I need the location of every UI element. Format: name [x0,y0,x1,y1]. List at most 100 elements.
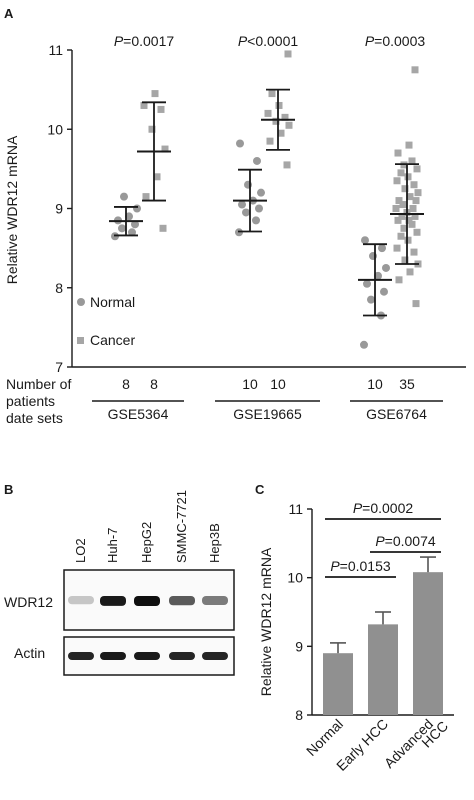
normal-data-point [382,263,390,272]
cancer-data-point [398,212,406,220]
normal-data-point [380,287,388,296]
cancer-data-point [408,220,416,228]
cancer-data-point [272,117,280,125]
legend-cancer-marker [77,337,84,344]
panel-a-label: A [4,6,14,21]
normal-data-point [125,212,133,221]
cancer-data-point [393,244,401,252]
cancer-data-point [285,121,293,129]
panel-c-y-tick-label: 9 [295,638,303,654]
patient-count-normal: 10 [367,376,383,392]
cancer-data-point [392,205,400,212]
cancer-data-point [397,169,405,177]
cancer-data-point [148,125,156,133]
panel-a-row-label: Number of patients date sets [6,376,71,426]
normal-data-point [367,295,375,304]
cancer-data-point [410,248,418,256]
panel-c-bar-chart: C Relative WDR12 mRNA 891011NormalEarly … [255,482,454,774]
panel-a-y-tick-label: 8 [55,280,63,296]
row-label-line-2: patients [6,393,55,409]
cancer-data-point [140,101,148,109]
cancer-data-point [411,66,419,74]
cancer-data-point [404,173,412,181]
wdr12-band [202,596,228,605]
panel-a-y-tick-label: 9 [55,201,63,217]
panel-a-scatter-chart: A Relative WDR12 mRNA Normal Cancer Numb… [4,6,466,426]
cancer-data-point [399,201,407,209]
lane-label: HepG2 [139,522,154,563]
wdr12-band [134,596,160,606]
panel-a-y-tick-label: 11 [48,42,63,58]
wdr12-band [68,596,94,605]
blot-row-label-actin: Actin [14,645,45,661]
dataset-name: GSE6764 [366,406,427,422]
panel-a-y-tick-label: 7 [55,359,63,375]
patient-count-cancer: 8 [150,376,158,392]
actin-band [202,652,228,660]
p-value-label: P=0.0017 [114,33,175,49]
legend-cancer-label: Cancer [90,332,135,348]
cancer-data-point [409,205,417,212]
cancer-data-point [412,197,420,205]
row-label-line-3: date sets [6,410,63,426]
actin-band [68,652,94,660]
cancer-data-point [151,90,159,98]
panel-a-legend: Normal Cancer [77,294,135,348]
panel-c-label: C [255,482,265,497]
blot-row-label-wdr12: WDR12 [4,594,53,610]
normal-data-point [238,200,246,209]
actin-band [169,652,195,660]
normal-data-point [252,216,260,225]
patient-count-normal: 10 [242,376,258,392]
cancer-data-point [395,197,403,205]
actin-band [134,652,160,660]
normal-data-point [253,156,261,165]
row-label-line-1: Number of [6,376,71,392]
cancer-data-point [277,129,285,137]
legend-normal-label: Normal [90,294,135,310]
cancer-data-point [413,228,421,236]
cancer-data-point [142,193,150,201]
cancer-data-point [412,300,420,308]
legend-normal-marker [77,298,85,306]
normal-data-point [128,228,136,237]
category-label: Normal [303,716,346,759]
cancer-data-point [397,232,405,240]
cancer-data-point [408,157,416,165]
bar [323,653,353,715]
cancer-data-point [414,189,422,197]
normal-data-point [120,192,128,201]
normal-data-point [374,271,382,280]
cancer-data-point [395,276,403,284]
normal-data-point [133,204,141,213]
normal-data-point [360,340,368,349]
cancer-data-point [161,145,169,153]
p-value-label: P=0.0074 [375,533,436,549]
panel-c-y-axis-title: Relative WDR12 mRNA [258,547,274,696]
cancer-data-point [406,193,414,201]
panel-c-y-tick-label: 10 [287,570,303,586]
wdr12-band [169,596,195,606]
lane-label: Hep3B [207,523,222,563]
p-value-label: P=0.0153 [330,558,391,574]
cancer-data-point [411,212,419,220]
cancer-data-point [394,216,402,224]
cancer-data-point [400,224,408,232]
cancer-data-point [393,177,401,185]
cancer-data-point [413,165,421,173]
normal-data-point [361,236,369,245]
cancer-data-point [268,90,276,98]
normal-data-point [242,208,250,217]
panel-c-y-tick-label: 8 [295,707,303,723]
bar [413,572,443,715]
cancer-data-point [283,161,291,169]
cancer-data-point [281,113,289,121]
normal-data-point [236,139,244,148]
cancer-data-point [266,137,274,145]
cancer-data-point [410,181,418,189]
lane-label: SMMC-7721 [174,490,189,563]
p-value-label: P<0.0001 [238,33,299,49]
cancer-data-point [284,50,292,58]
cancer-data-point [405,216,413,224]
patient-count-cancer: 10 [270,376,286,392]
